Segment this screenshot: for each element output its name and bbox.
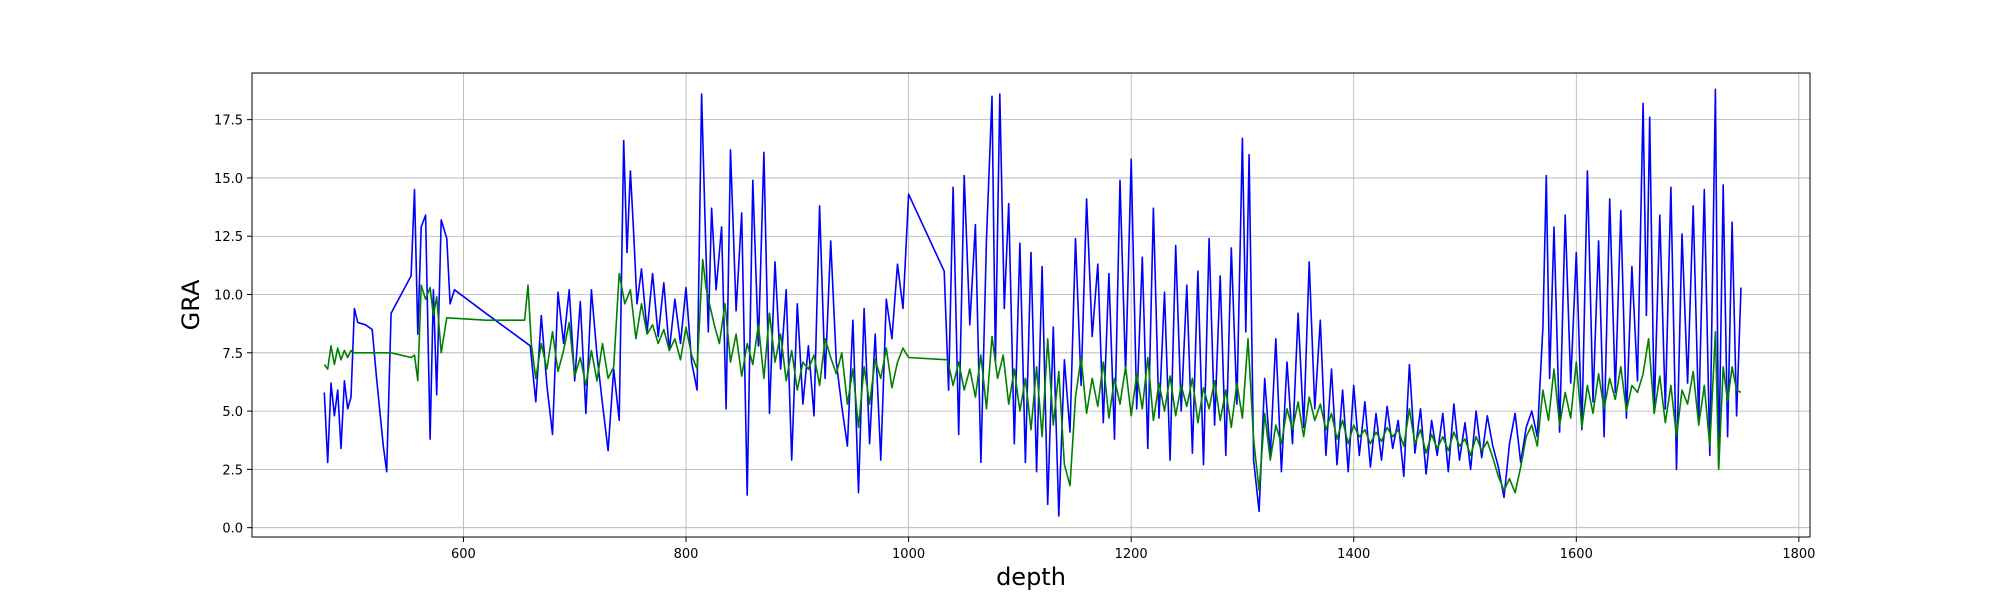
- y-tick-label: 2.5: [222, 463, 243, 478]
- x-tick-label: 1000: [892, 547, 925, 562]
- y-tick-label: 0.0: [222, 522, 243, 537]
- y-tick-label: 15.0: [214, 172, 243, 187]
- y-tick-label: 7.5: [222, 347, 243, 362]
- series-line-2: [323, 258, 1742, 494]
- x-tick-label: 1600: [1560, 547, 1593, 562]
- y-tick-label: 5.0: [222, 405, 243, 420]
- x-axis: 600 800 1000 1200 1400 1600 1800: [451, 537, 1815, 562]
- y-axis: 0.0 2.5 5.0 7.5 10.0 12.5 15.0 17.5: [214, 114, 252, 537]
- x-tick-label: 800: [674, 547, 699, 562]
- y-tick-label: 17.5: [214, 114, 243, 129]
- series-line-1: [323, 88, 1742, 517]
- y-axis-title: GRA: [177, 279, 205, 330]
- x-tick-label: 1200: [1115, 547, 1148, 562]
- x-tick-label: 1400: [1337, 547, 1370, 562]
- y-tick-label: 12.5: [214, 230, 243, 245]
- x-tick-label: 600: [451, 547, 476, 562]
- series-layer: [323, 88, 1742, 517]
- x-axis-title: depth: [996, 563, 1066, 591]
- plot-frame: [251, 72, 1811, 538]
- y-tick-label: 10.0: [214, 289, 243, 304]
- grid-lines: [252, 73, 1810, 537]
- x-tick-label: 1800: [1782, 547, 1815, 562]
